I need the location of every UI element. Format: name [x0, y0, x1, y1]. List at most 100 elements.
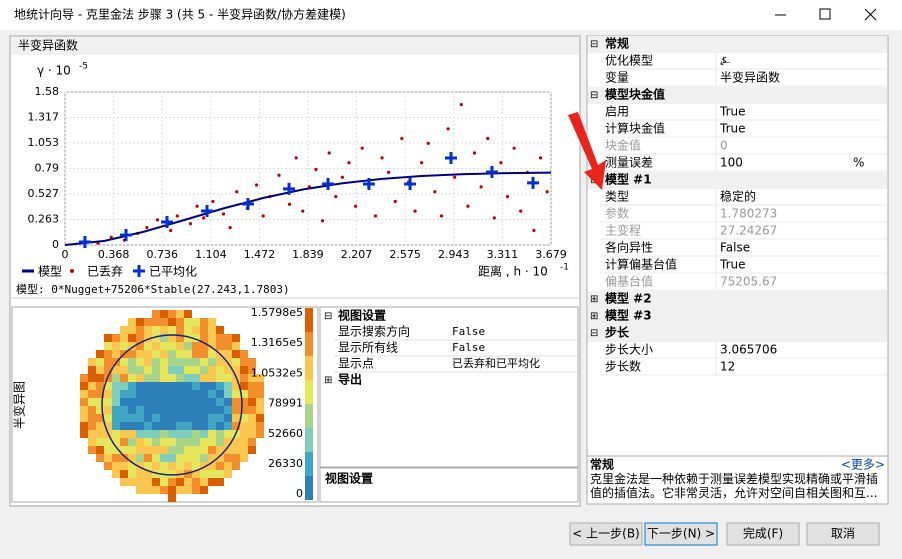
surface-cell — [152, 334, 160, 342]
discarded-point — [109, 235, 113, 239]
surface-cell — [192, 334, 200, 342]
surface-cell — [200, 366, 208, 374]
discarded-point — [472, 151, 477, 155]
surface-cell — [240, 366, 248, 374]
surface-cell — [200, 318, 208, 326]
surface-cell — [112, 470, 120, 478]
surface-cell — [200, 390, 208, 398]
surface-cell — [176, 334, 184, 342]
property-value: ⍼ — [720, 54, 731, 68]
surface-cell — [104, 350, 112, 358]
surface-cell — [192, 438, 200, 446]
surface-cell — [152, 454, 160, 462]
surface-cell — [224, 462, 232, 470]
discarded-point — [254, 183, 259, 187]
surface-cell — [176, 486, 184, 494]
surface-cell — [136, 430, 144, 438]
discarded-point — [400, 136, 404, 141]
surface-cell — [224, 398, 232, 406]
averaged-point — [404, 177, 417, 190]
property-label: 块金值 — [605, 138, 641, 153]
surface-cell — [192, 390, 200, 398]
discarded-point — [519, 209, 523, 213]
x-tick-label: 0.736 — [146, 248, 178, 261]
y-tick-label: 0.263 — [28, 213, 60, 226]
surface-cell — [104, 438, 112, 446]
surface-cell — [160, 478, 168, 486]
surface-cell — [96, 406, 104, 414]
surface-cell — [112, 430, 120, 438]
property-label: 显示所有线 — [338, 341, 398, 355]
surface-cell — [232, 414, 240, 422]
surface-cell — [176, 422, 184, 430]
surface-cell — [216, 358, 224, 366]
surface-cell — [88, 358, 96, 366]
surface-cell — [160, 390, 168, 398]
property-value: 3.065706 — [720, 343, 777, 357]
surface-cell — [128, 366, 136, 374]
surface-cell — [184, 462, 192, 470]
expander: ⊟ — [590, 90, 598, 101]
surface-cell — [192, 422, 200, 430]
surface-cell — [256, 414, 264, 422]
surface-cell — [232, 454, 240, 462]
surface-cell — [216, 470, 224, 478]
section-title: 模型 #3 — [605, 308, 652, 323]
property-grid — [586, 35, 889, 457]
surface-cell — [136, 382, 144, 390]
surface-cell — [248, 414, 256, 422]
surface-cell — [232, 382, 240, 390]
surface-cell — [152, 358, 160, 366]
surface-cell — [192, 406, 200, 414]
surface-cell — [112, 366, 120, 374]
surface-cell — [136, 342, 144, 350]
discarded-point — [294, 156, 298, 160]
surface-cell — [184, 454, 192, 462]
surface-cell — [96, 366, 104, 374]
discarded-point — [188, 222, 193, 226]
surface-cell — [152, 414, 160, 422]
maximize[interactable] — [819, 8, 831, 20]
surface-cell — [88, 382, 96, 390]
surface-cell — [128, 422, 136, 430]
surface-cell — [168, 422, 176, 430]
surface-cell — [248, 422, 256, 430]
button-label[interactable]: 取消 — [831, 527, 855, 541]
surface-cell — [240, 414, 248, 422]
button[interactable] — [726, 522, 800, 546]
surface-cell — [224, 406, 232, 414]
surface-cell — [96, 454, 104, 462]
button-label[interactable]: < 上一步(B) — [572, 527, 639, 541]
button[interactable] — [569, 522, 643, 546]
surface-cell — [200, 406, 208, 414]
surface-cell — [128, 374, 136, 382]
close[interactable] — [864, 8, 877, 21]
surface-cell — [216, 326, 224, 334]
surface-cell — [168, 478, 176, 486]
surface-cell — [80, 398, 88, 406]
surface-cell — [216, 422, 224, 430]
button-label[interactable]: 下一步(N) > — [647, 527, 715, 541]
surface-cell — [136, 318, 144, 326]
surface-cell — [128, 334, 136, 342]
property-label: 步长大小 — [605, 343, 653, 357]
surface-cell — [112, 438, 120, 446]
surface-cell — [144, 382, 152, 390]
section-title: 常规 — [605, 36, 629, 51]
surface-cell — [144, 486, 152, 494]
property-label: 计算偏基台值 — [605, 257, 677, 272]
property-label: 优化模型 — [605, 54, 653, 68]
surface-cell — [120, 334, 128, 342]
section-title: 导出 — [338, 372, 362, 387]
surface-cell — [136, 462, 144, 470]
more-link[interactable]: <更多> — [841, 458, 885, 472]
surface-cell — [256, 382, 264, 390]
legend-label: 已丢弃 — [87, 264, 123, 279]
discarded-point — [499, 161, 503, 165]
surface-cell — [232, 398, 240, 406]
button[interactable] — [806, 522, 880, 546]
button-label[interactable]: 完成(F) — [743, 526, 783, 541]
button[interactable] — [644, 522, 718, 546]
surface-cell — [136, 350, 144, 358]
surface-cell — [184, 414, 192, 422]
